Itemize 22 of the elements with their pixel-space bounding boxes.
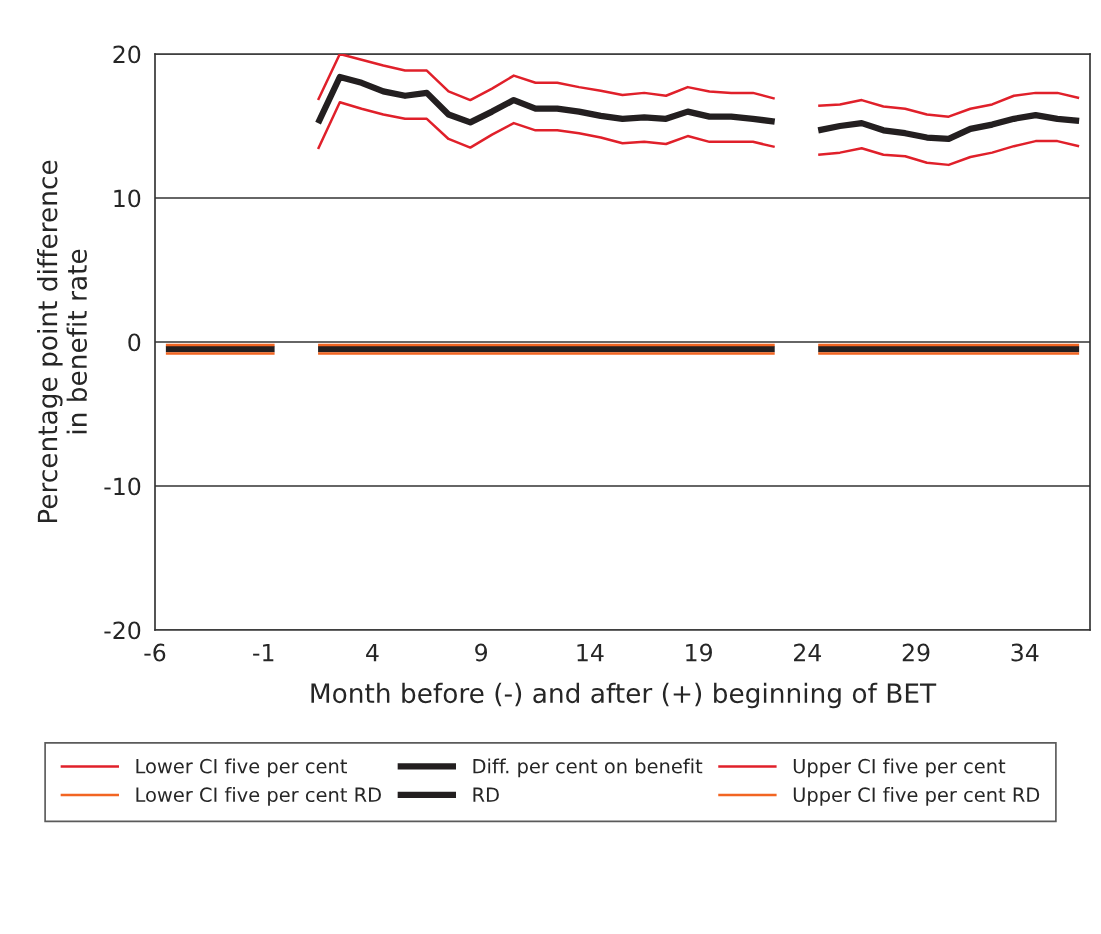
y-tick-label: 10 <box>114 189 141 208</box>
y-axis-title: Percentage point difference in benefit rate <box>37 160 88 523</box>
y-tick-label: 20 <box>113 45 141 64</box>
x-tick-label: 19 <box>686 643 712 662</box>
legend-label: Lower CI five per cent RD <box>136 787 381 806</box>
legend-label: Diff. per cent on benefit <box>473 758 703 778</box>
y-tick-label: -20 <box>104 621 141 640</box>
x-tick-label: 4 <box>366 643 379 662</box>
legend-label: RD <box>473 787 499 802</box>
x-axis-title: Month before (-) and after (+) beginning of BET <box>311 682 937 709</box>
x-tick-label: 34 <box>1011 643 1039 662</box>
legend-label: Upper CI five per cent <box>793 758 1006 778</box>
x-tick-label: 14 <box>577 643 604 662</box>
x-tick-label: 24 <box>794 643 822 662</box>
x-tick-label: -1 <box>253 643 274 662</box>
legend-label: Upper CI five per cent RD <box>793 787 1040 806</box>
y-tick-label: -10 <box>104 477 141 496</box>
legend-label: Lower CI five per cent <box>136 758 347 778</box>
x-tick-label: -6 <box>144 643 166 662</box>
x-tick-label: 29 <box>902 643 930 662</box>
y-tick-label: 0 <box>128 333 141 352</box>
x-tick-label: 9 <box>475 643 488 662</box>
